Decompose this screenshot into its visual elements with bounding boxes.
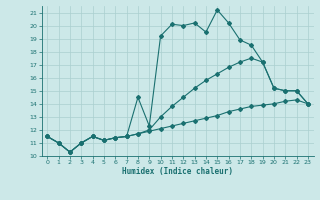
X-axis label: Humidex (Indice chaleur): Humidex (Indice chaleur): [122, 167, 233, 176]
